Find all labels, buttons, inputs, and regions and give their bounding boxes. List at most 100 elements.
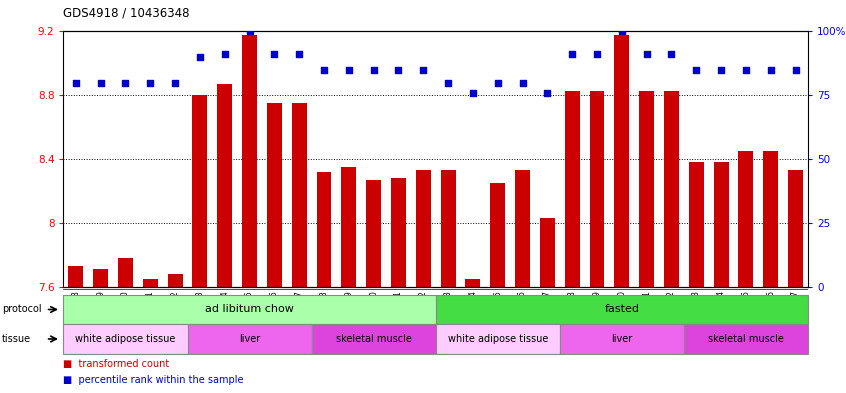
Text: liver: liver <box>611 334 633 344</box>
Point <box>293 51 306 57</box>
Point <box>416 66 430 73</box>
Text: GSM1131293: GSM1131293 <box>443 290 453 341</box>
Bar <box>242 35 257 287</box>
Text: GSM1131280: GSM1131280 <box>121 290 130 341</box>
Point <box>442 79 455 86</box>
Point <box>267 51 281 57</box>
Bar <box>342 167 356 287</box>
Point <box>665 51 678 57</box>
Bar <box>590 90 604 287</box>
Text: protocol: protocol <box>2 305 41 314</box>
Text: GSM1131287: GSM1131287 <box>294 290 304 341</box>
Bar <box>515 170 530 287</box>
Point <box>591 51 604 57</box>
Text: GSM1131281: GSM1131281 <box>146 290 155 341</box>
Point <box>640 51 653 57</box>
Point <box>615 28 629 35</box>
Bar <box>540 218 555 287</box>
Text: GSM1131285: GSM1131285 <box>245 290 254 341</box>
Bar <box>689 162 704 287</box>
Bar <box>763 151 778 287</box>
Text: GSM1131307: GSM1131307 <box>791 290 800 341</box>
Text: GDS4918 / 10436348: GDS4918 / 10436348 <box>63 7 190 20</box>
Bar <box>714 162 728 287</box>
Text: GSM1131279: GSM1131279 <box>96 290 105 341</box>
Text: GSM1131300: GSM1131300 <box>618 290 626 341</box>
Text: skeletal muscle: skeletal muscle <box>336 334 412 344</box>
Bar <box>168 274 183 287</box>
Bar <box>640 90 654 287</box>
Bar <box>436 324 560 354</box>
Point <box>144 79 157 86</box>
Bar <box>491 183 505 287</box>
Text: GSM1131299: GSM1131299 <box>592 290 602 341</box>
Bar <box>311 324 436 354</box>
Point <box>118 79 132 86</box>
Bar <box>188 324 311 354</box>
Point <box>714 66 728 73</box>
Point <box>218 51 232 57</box>
Point <box>689 66 703 73</box>
Bar <box>465 279 481 287</box>
Point <box>565 51 579 57</box>
Point <box>367 66 381 73</box>
Point <box>69 79 83 86</box>
Text: GSM1131278: GSM1131278 <box>71 290 80 341</box>
Text: GSM1131305: GSM1131305 <box>741 290 750 341</box>
Point <box>243 28 256 35</box>
Bar <box>267 103 282 287</box>
Text: GSM1131286: GSM1131286 <box>270 290 279 341</box>
Text: GSM1131306: GSM1131306 <box>766 290 775 341</box>
Text: GSM1131298: GSM1131298 <box>568 290 577 341</box>
Point <box>516 79 530 86</box>
Text: GSM1131291: GSM1131291 <box>394 290 403 341</box>
Text: liver: liver <box>239 334 261 344</box>
Point <box>392 66 405 73</box>
Bar <box>118 258 133 287</box>
Point <box>788 66 802 73</box>
Bar <box>664 90 678 287</box>
Text: GSM1131302: GSM1131302 <box>667 290 676 341</box>
Bar <box>93 269 108 287</box>
Bar <box>788 170 803 287</box>
Point <box>466 90 480 96</box>
Bar <box>193 95 207 287</box>
Point <box>193 54 206 60</box>
Text: ■  transformed count: ■ transformed count <box>63 358 170 369</box>
Bar <box>143 279 157 287</box>
Text: fasted: fasted <box>604 305 640 314</box>
Text: white adipose tissue: white adipose tissue <box>75 334 176 344</box>
Bar <box>560 324 684 354</box>
Text: white adipose tissue: white adipose tissue <box>448 334 548 344</box>
Bar <box>316 172 332 287</box>
Text: GSM1131282: GSM1131282 <box>171 290 179 341</box>
Point <box>168 79 182 86</box>
Bar <box>436 295 808 324</box>
Bar <box>416 170 431 287</box>
Text: tissue: tissue <box>2 334 30 344</box>
Point <box>317 66 331 73</box>
Bar <box>739 151 753 287</box>
Text: GSM1131289: GSM1131289 <box>344 290 354 341</box>
Text: GSM1131288: GSM1131288 <box>320 290 328 341</box>
Bar <box>614 35 629 287</box>
Point <box>94 79 107 86</box>
Bar <box>69 266 83 287</box>
Text: GSM1131297: GSM1131297 <box>543 290 552 341</box>
Text: GSM1131303: GSM1131303 <box>692 290 700 341</box>
Bar <box>63 295 436 324</box>
Point <box>541 90 554 96</box>
Bar <box>217 84 232 287</box>
Text: skeletal muscle: skeletal muscle <box>708 334 784 344</box>
Bar <box>366 180 381 287</box>
Text: GSM1131283: GSM1131283 <box>195 290 205 341</box>
Text: ad libitum chow: ad libitum chow <box>205 305 294 314</box>
Bar <box>292 103 306 287</box>
Text: GSM1131294: GSM1131294 <box>469 290 477 341</box>
Text: GSM1131284: GSM1131284 <box>220 290 229 341</box>
Text: GSM1131292: GSM1131292 <box>419 290 428 341</box>
Point <box>764 66 777 73</box>
Text: GSM1131290: GSM1131290 <box>369 290 378 341</box>
Bar <box>565 90 580 287</box>
Bar <box>63 324 188 354</box>
